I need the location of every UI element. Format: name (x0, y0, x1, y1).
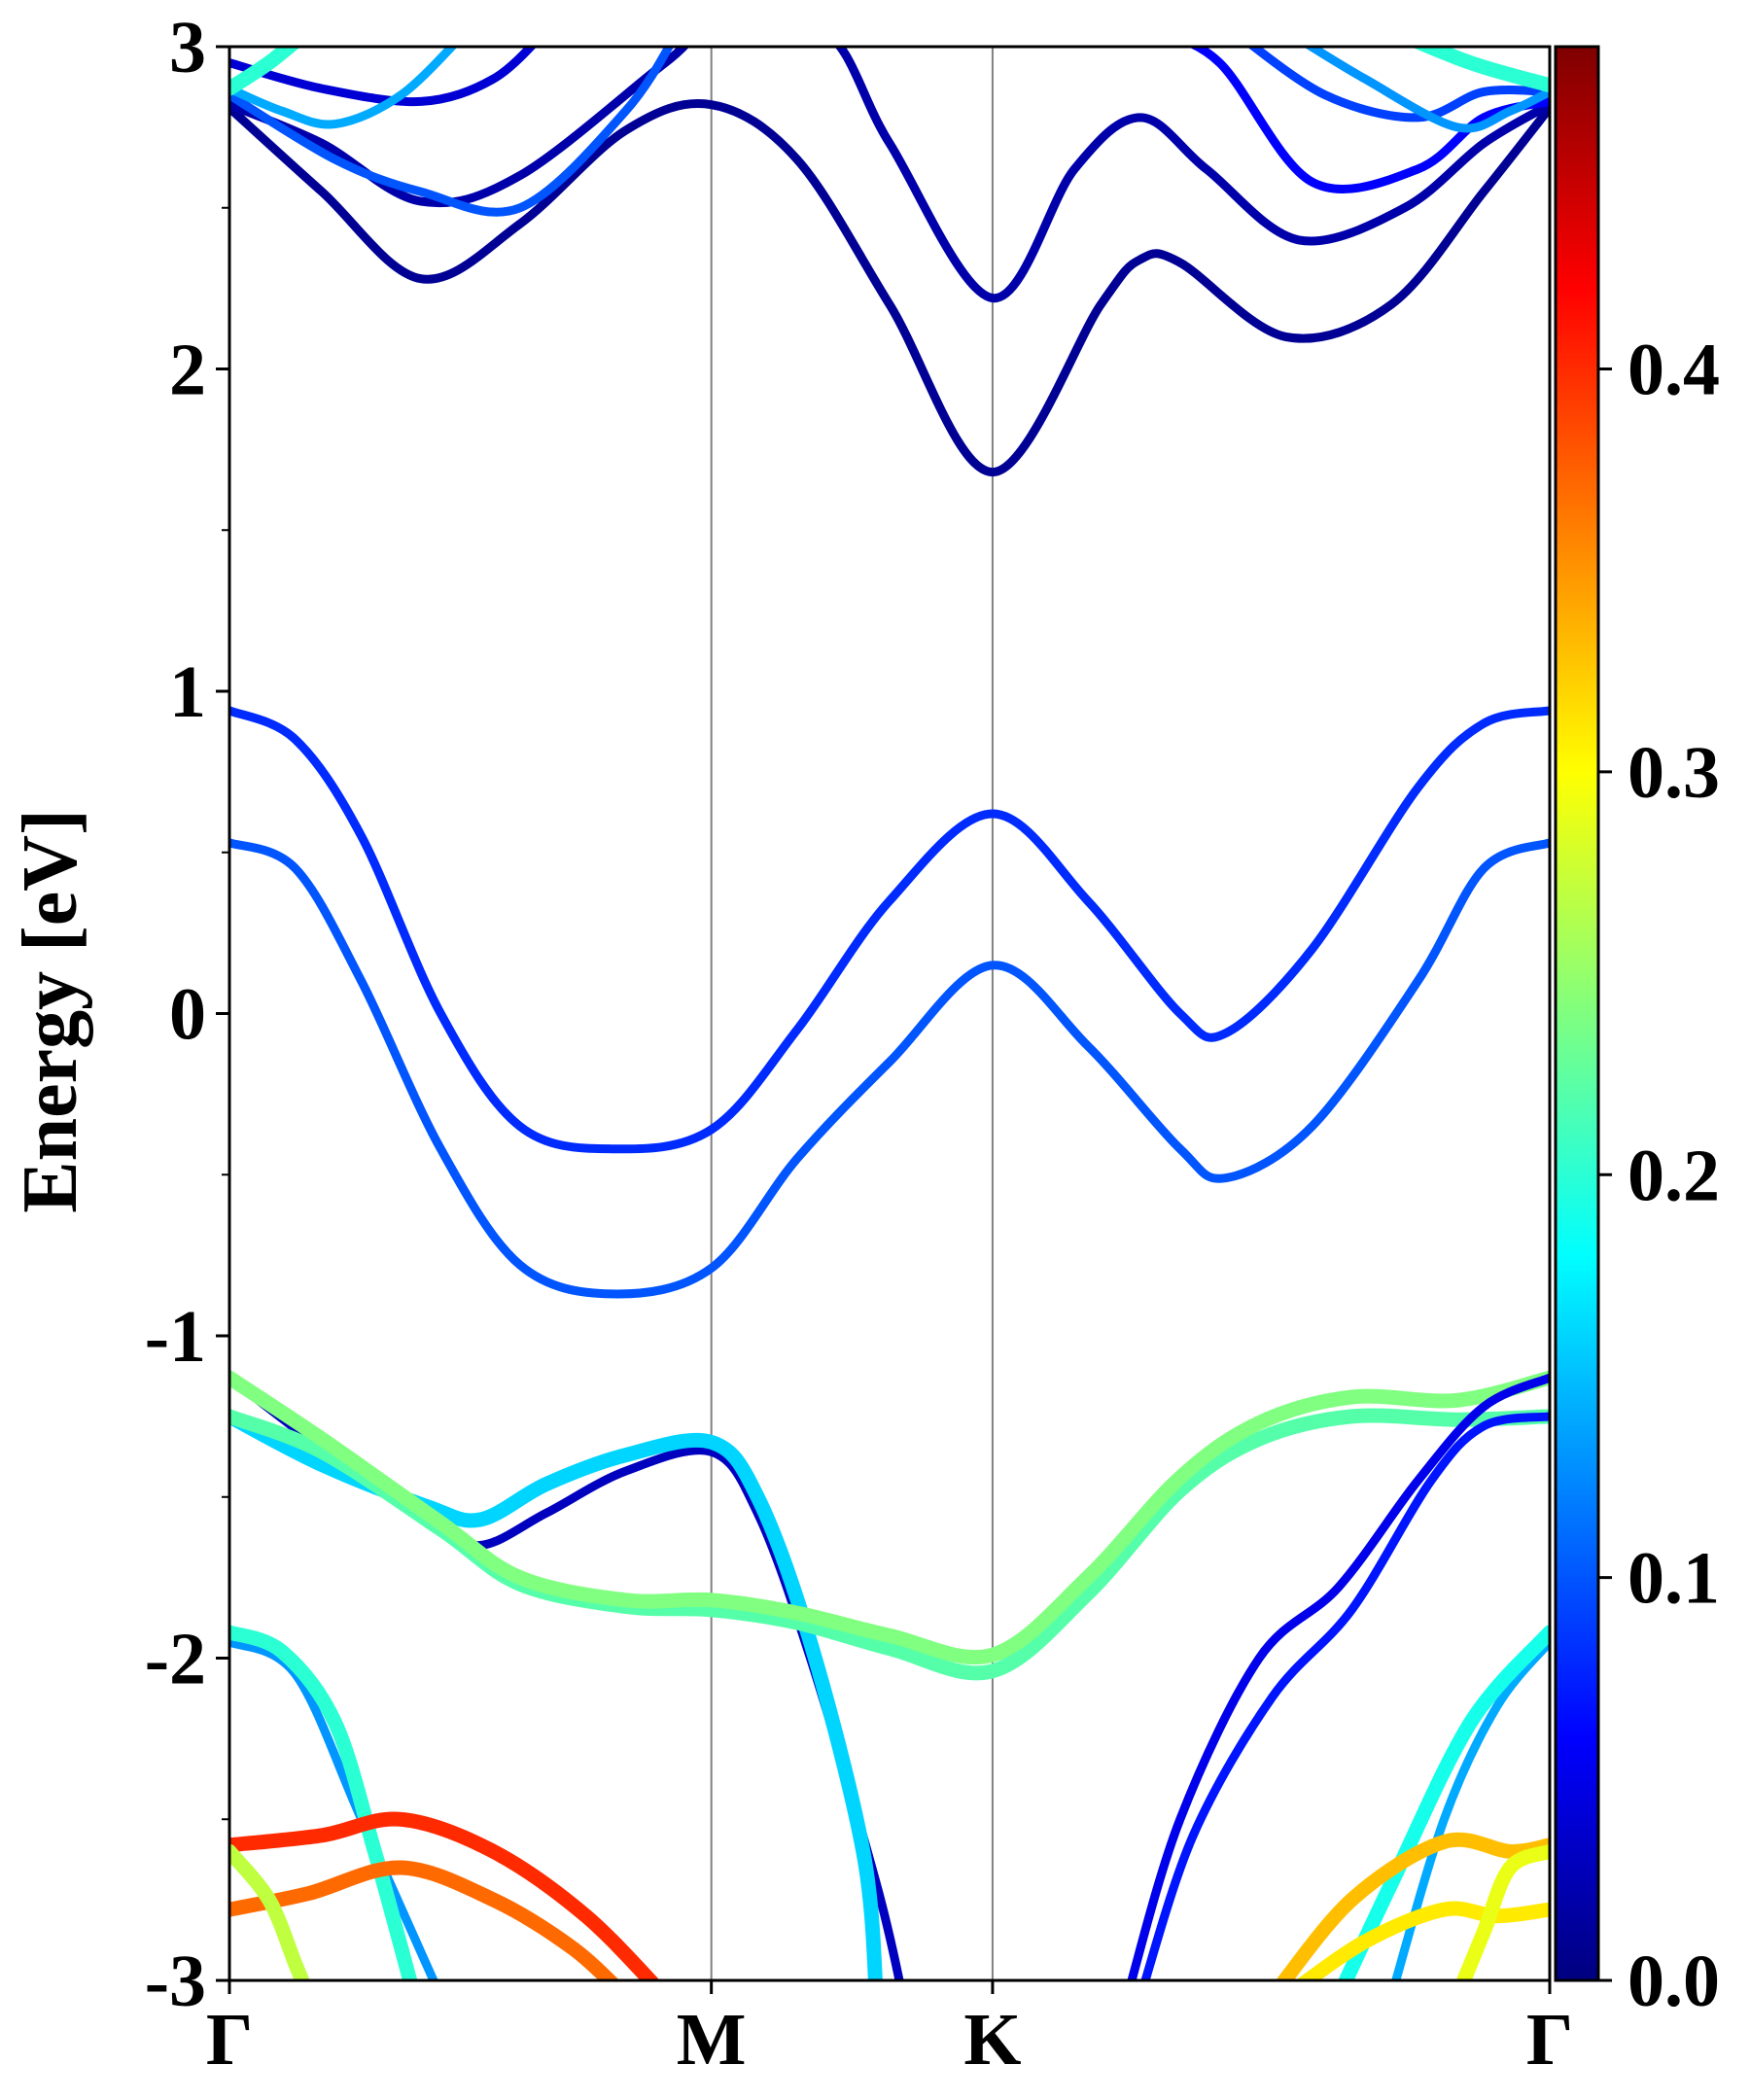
x-tick-label: Γ (1526, 1999, 1573, 2081)
y-axis-label: Energy [eV] (8, 809, 93, 1212)
x-tick-label: Γ (206, 1999, 253, 2081)
band-line (1391, 1637, 1550, 1980)
band-line (229, 1860, 620, 1980)
y-tick-label: 1 (169, 651, 206, 733)
band-line (1140, 1412, 1550, 1980)
band-line (229, 47, 675, 217)
x-tick-label: M (677, 1999, 747, 2081)
band-line (229, 47, 301, 96)
band-line (229, 47, 458, 129)
band-line (229, 1625, 418, 1980)
band-line (229, 99, 1550, 477)
colorbar-tick-label: 0.0 (1628, 1941, 1720, 2022)
x-tick-label: K (963, 1999, 1021, 2081)
band-line (1303, 47, 1550, 133)
band-line (229, 1843, 310, 1980)
plot-background (229, 47, 1550, 1980)
colorbar-ticks: 0.0 0.1 0.2 0.3 0.4 (1598, 330, 1720, 2022)
band-line (229, 1637, 438, 1980)
band-lines (229, 47, 1550, 1980)
colorbar: 0.0 0.1 0.2 0.3 0.4 (1554, 45, 1720, 2022)
band-line (229, 706, 1550, 1154)
y-axis: -3 -2 -1 0 1 2 3 (145, 7, 229, 2022)
y-tick-label: -3 (145, 1941, 206, 2022)
band-line (1246, 47, 1550, 122)
band-line (1455, 1843, 1550, 1980)
y-tick-label: -2 (145, 1619, 206, 1700)
band-line (229, 838, 1550, 1299)
band-line (229, 47, 538, 107)
plot-area (228, 45, 1552, 1982)
colorbar-tick-label: 0.1 (1628, 1538, 1720, 1620)
colorbar-tick-label: 0.3 (1628, 732, 1720, 814)
band-line (1276, 1832, 1550, 1980)
band-line (229, 47, 1550, 303)
band-line (1410, 47, 1550, 93)
band-line (1295, 1901, 1550, 1980)
colorbar-gradient (1554, 45, 1600, 1982)
y-tick-label: -1 (145, 1296, 206, 1378)
y-tick-label: 3 (169, 7, 206, 88)
band-line (1127, 1373, 1550, 1980)
y-tick-label: 2 (169, 330, 206, 411)
band-line (229, 1370, 1550, 1665)
y-tick-label: 0 (169, 974, 206, 1056)
band-line (1187, 47, 1550, 193)
colorbar-tick-label: 0.4 (1628, 330, 1720, 411)
colorbar-tick-label: 0.2 (1628, 1135, 1720, 1216)
band-line (229, 1811, 660, 1980)
